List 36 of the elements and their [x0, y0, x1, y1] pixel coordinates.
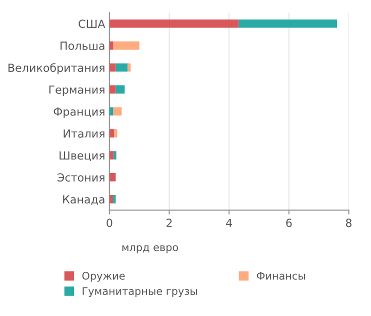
bar [109, 19, 239, 28]
y-tick-label: Польша [60, 42, 104, 50]
x-tick-label: 0 [106, 218, 112, 228]
legend-label: Гуманитарные грузы [82, 287, 197, 298]
bar [109, 195, 114, 204]
bar [114, 129, 118, 138]
bar [114, 151, 116, 160]
y-tick-label: США [78, 20, 106, 28]
x-axis-title: млрд евро [122, 245, 178, 254]
bar [113, 41, 140, 50]
bar [128, 63, 131, 72]
bar [116, 63, 128, 72]
x-tick-label: 6 [286, 218, 292, 228]
y-tick-label: Италия [64, 129, 104, 138]
legend-label: Финансы [256, 272, 306, 280]
bar [113, 195, 116, 204]
y-tick-label: Германия [49, 86, 104, 96]
y-tick-label: Франция [54, 108, 104, 118]
bar [113, 107, 122, 116]
x-tick-label: 4 [226, 218, 232, 227]
y-tick-label: Швеция [60, 151, 104, 162]
x-tick-label: 2 [166, 218, 172, 227]
bar [109, 85, 116, 94]
bar [109, 129, 114, 138]
bar [109, 107, 114, 116]
bar [109, 173, 116, 182]
bar [109, 63, 116, 72]
x-tick-label: 8 [346, 218, 352, 228]
bar [116, 85, 125, 94]
bar [238, 19, 338, 28]
legend-label: Оружие [82, 272, 125, 282]
y-tick-label: Канада [63, 195, 104, 205]
bar [109, 151, 114, 160]
y-tick-label: Эстония [58, 173, 104, 182]
bar [109, 41, 114, 50]
y-tick-label: Великобритания [8, 63, 104, 74]
